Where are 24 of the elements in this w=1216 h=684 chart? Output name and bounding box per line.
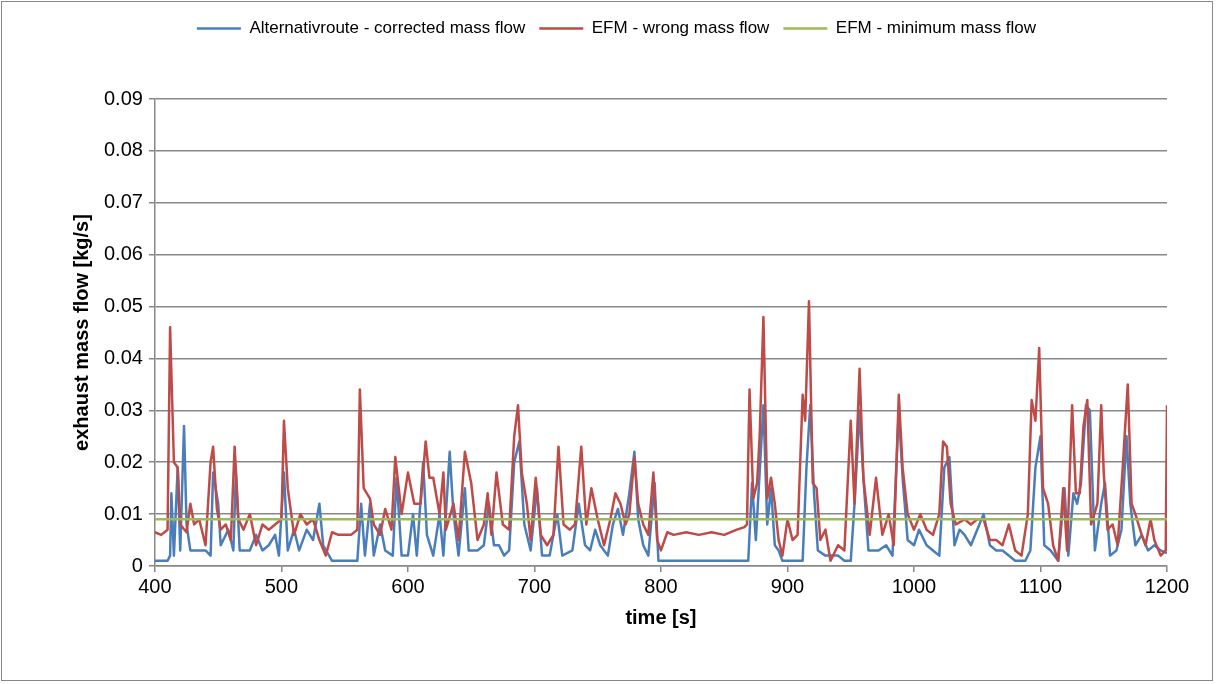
y-tick-label: 0.08 <box>103 138 143 161</box>
x-tick-label: 600 <box>391 574 425 597</box>
x-tick-label: 400 <box>138 574 172 597</box>
y-tick-label: 0.01 <box>103 501 143 524</box>
legend-label: Alternativroute - corrected mass flow <box>249 18 526 38</box>
y-tick-label: 0.05 <box>103 294 143 317</box>
x-tick-label: 800 <box>644 574 678 597</box>
legend-label: EFM - minimum mass flow <box>835 18 1037 38</box>
x-axis-title: time [s] <box>625 605 697 628</box>
x-tick-label: 1100 <box>1018 574 1062 597</box>
x-tick-label: 900 <box>770 574 805 597</box>
x-tick-label: 500 <box>264 574 299 597</box>
x-tick-label: 700 <box>517 574 552 597</box>
y-tick-label: 0.04 <box>103 345 143 368</box>
y-tick-label: 0.07 <box>103 190 143 213</box>
y-tick-label: 0.03 <box>103 397 143 420</box>
y-tick-label: 0 <box>131 553 143 576</box>
y-axis-title: exhaust mass flow [kg/s] <box>69 214 92 451</box>
x-tick-label: 1200 <box>1144 574 1190 597</box>
y-tick-label: 0.02 <box>103 449 143 472</box>
y-tick-label: 0.09 <box>103 86 143 109</box>
legend-label: EFM - wrong mass flow <box>591 18 771 38</box>
y-tick-label: 0.06 <box>103 242 143 265</box>
x-tick-label: 1000 <box>891 574 937 597</box>
